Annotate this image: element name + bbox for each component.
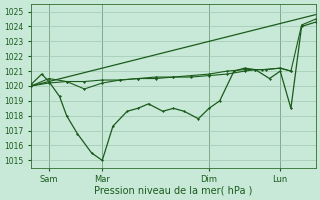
X-axis label: Pression niveau de la mer( hPa ): Pression niveau de la mer( hPa ) bbox=[94, 186, 252, 196]
